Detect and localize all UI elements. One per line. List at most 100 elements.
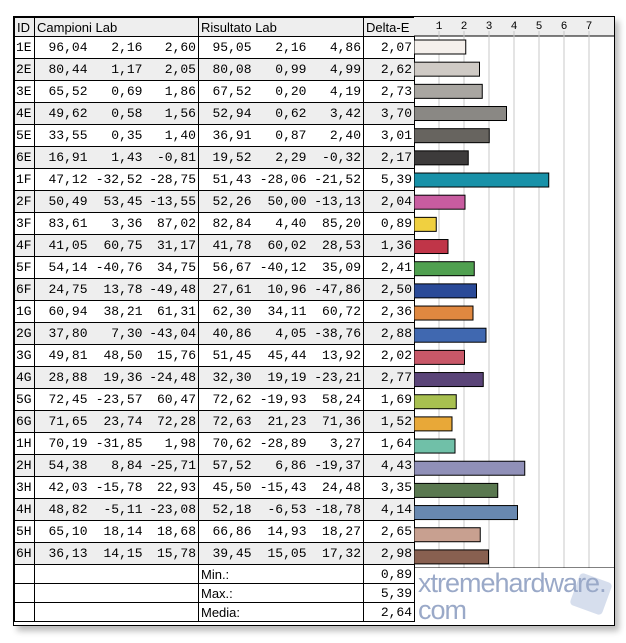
id-cell: 1F xyxy=(14,168,35,191)
stat-row: Min.: 0,89 xyxy=(14,564,416,584)
risultato-b: -38,76 xyxy=(308,322,365,345)
campioni-a: -23,57 xyxy=(89,388,145,411)
risultato-a: -40,12 xyxy=(253,256,309,279)
header-delta: Delta-E xyxy=(363,17,416,37)
risultato-b: 24,48 xyxy=(308,476,365,499)
campioni-l: 50,49 xyxy=(34,190,90,213)
id-cell: 6F xyxy=(14,278,35,301)
campioni-l: 36,13 xyxy=(34,542,90,565)
campioni-l: 65,10 xyxy=(34,520,90,543)
delta-e-cell: 5,39 xyxy=(363,168,416,191)
risultato-b: -13,13 xyxy=(308,190,365,213)
lab-table: ID Campioni Lab Risultato Lab Delta-E 1E… xyxy=(14,17,416,622)
table-row: 6G 71,65 23,74 72,28 72,63 21,23 71,36 1,52 xyxy=(14,410,416,433)
bar-2E xyxy=(414,61,480,77)
table-row: 2H 54,38 8,84 -25,71 57,52 6,86 -19,37 4,43 xyxy=(14,454,416,477)
campioni-a: -32,52 xyxy=(89,168,145,191)
table-row: 1H 70,19 -31,85 1,98 70,62 -28,89 3,27 1,64 xyxy=(14,432,416,455)
delta-e-cell: 1,69 xyxy=(363,388,416,411)
tick-label: 4 xyxy=(511,21,518,33)
campioni-a: 48,50 xyxy=(89,344,145,367)
id-cell: 2E xyxy=(14,58,35,81)
risultato-b: 17,32 xyxy=(308,542,365,565)
delta-e-cell: 1,36 xyxy=(363,234,416,257)
risultato-b: -47,86 xyxy=(308,278,365,301)
empty-cell xyxy=(14,602,35,622)
id-cell: 3F xyxy=(14,212,35,235)
campioni-a: 13,78 xyxy=(89,278,145,301)
risultato-l: 56,67 xyxy=(198,256,254,279)
risultato-b: -0,32 xyxy=(308,146,365,169)
risultato-a: -28,06 xyxy=(253,168,309,191)
delta-e-cell: 2,41 xyxy=(363,256,416,279)
risultato-l: 51,43 xyxy=(198,168,254,191)
id-cell: 5G xyxy=(14,388,35,411)
campioni-a: 8,84 xyxy=(89,454,145,477)
delta-e-cell: 2,02 xyxy=(363,344,416,367)
bar-1H xyxy=(414,438,456,454)
table-row: 4F 41,05 60,75 31,17 41,78 60,02 28,53 1,36 xyxy=(14,234,416,257)
id-cell: 5H xyxy=(14,520,35,543)
campioni-l: 83,61 xyxy=(34,212,90,235)
campioni-a: -15,78 xyxy=(89,476,145,499)
stat-value: 5,39 xyxy=(363,583,416,603)
id-cell: 1G xyxy=(14,300,35,323)
risultato-l: 27,61 xyxy=(198,278,254,301)
risultato-a: 34,11 xyxy=(253,300,309,323)
risultato-a: 19,19 xyxy=(253,366,309,389)
risultato-b: -19,37 xyxy=(308,454,365,477)
table-row: 6H 36,13 14,15 15,78 39,45 15,05 17,32 2,98 xyxy=(14,542,416,565)
campioni-b: 15,76 xyxy=(144,344,199,367)
campioni-l: 47,12 xyxy=(34,168,90,191)
bar-3H xyxy=(414,482,499,498)
risultato-a: -28,89 xyxy=(253,432,309,455)
empty-cell xyxy=(34,564,199,584)
risultato-b: -23,21 xyxy=(308,366,365,389)
campioni-b: -43,04 xyxy=(144,322,199,345)
campioni-b: 1,56 xyxy=(144,102,199,125)
id-cell: 3H xyxy=(14,476,35,499)
risultato-a: 2,29 xyxy=(253,146,309,169)
campioni-a: 19,36 xyxy=(89,366,145,389)
campioni-a: 18,14 xyxy=(89,520,145,543)
campioni-l: 41,05 xyxy=(34,234,90,257)
header-risultato: Risultato Lab xyxy=(197,17,365,37)
id-cell: 4F xyxy=(14,234,35,257)
campioni-l: 16,91 xyxy=(34,146,90,169)
bar-3F xyxy=(414,216,437,232)
campioni-l: 65,52 xyxy=(34,80,90,103)
bar-4H xyxy=(414,505,518,521)
id-cell: 3G xyxy=(14,344,35,367)
stat-label: Media: xyxy=(197,602,365,622)
stat-value: 2,64 xyxy=(363,602,416,622)
risultato-b: 2,40 xyxy=(308,124,365,147)
campioni-l: 49,62 xyxy=(34,102,90,125)
campioni-b: 31,17 xyxy=(144,234,199,257)
campioni-l: 96,04 xyxy=(34,36,90,59)
table-row: 3H 42,03 -15,78 22,93 45,50 -15,43 24,48 3,35 xyxy=(14,476,416,499)
stat-value: 0,89 xyxy=(363,564,416,584)
risultato-l: 80,08 xyxy=(198,58,254,81)
campioni-b: -28,75 xyxy=(144,168,199,191)
campioni-b: 61,31 xyxy=(144,300,199,323)
stat-label: Max.: xyxy=(197,583,365,603)
tick-label: 3 xyxy=(486,21,493,33)
campioni-a: 0,35 xyxy=(89,124,145,147)
bar-6E xyxy=(414,150,469,166)
header-campioni: Campioni Lab xyxy=(34,17,199,37)
risultato-a: 10,96 xyxy=(253,278,309,301)
bar-2G xyxy=(414,327,487,343)
campioni-a: 7,30 xyxy=(89,322,145,345)
bar-5H xyxy=(414,527,481,543)
campioni-a: 1,17 xyxy=(89,58,145,81)
tick-label: 6 xyxy=(561,21,568,33)
risultato-b: 28,53 xyxy=(308,234,365,257)
tick-label: 5 xyxy=(536,21,543,33)
bar-3G xyxy=(414,349,465,365)
risultato-a: 0,87 xyxy=(253,124,309,147)
risultato-b: 4,19 xyxy=(308,80,365,103)
campioni-l: 72,45 xyxy=(34,388,90,411)
risultato-l: 41,78 xyxy=(198,234,254,257)
campioni-a: 0,58 xyxy=(89,102,145,125)
delta-e-cell: 2,50 xyxy=(363,278,416,301)
